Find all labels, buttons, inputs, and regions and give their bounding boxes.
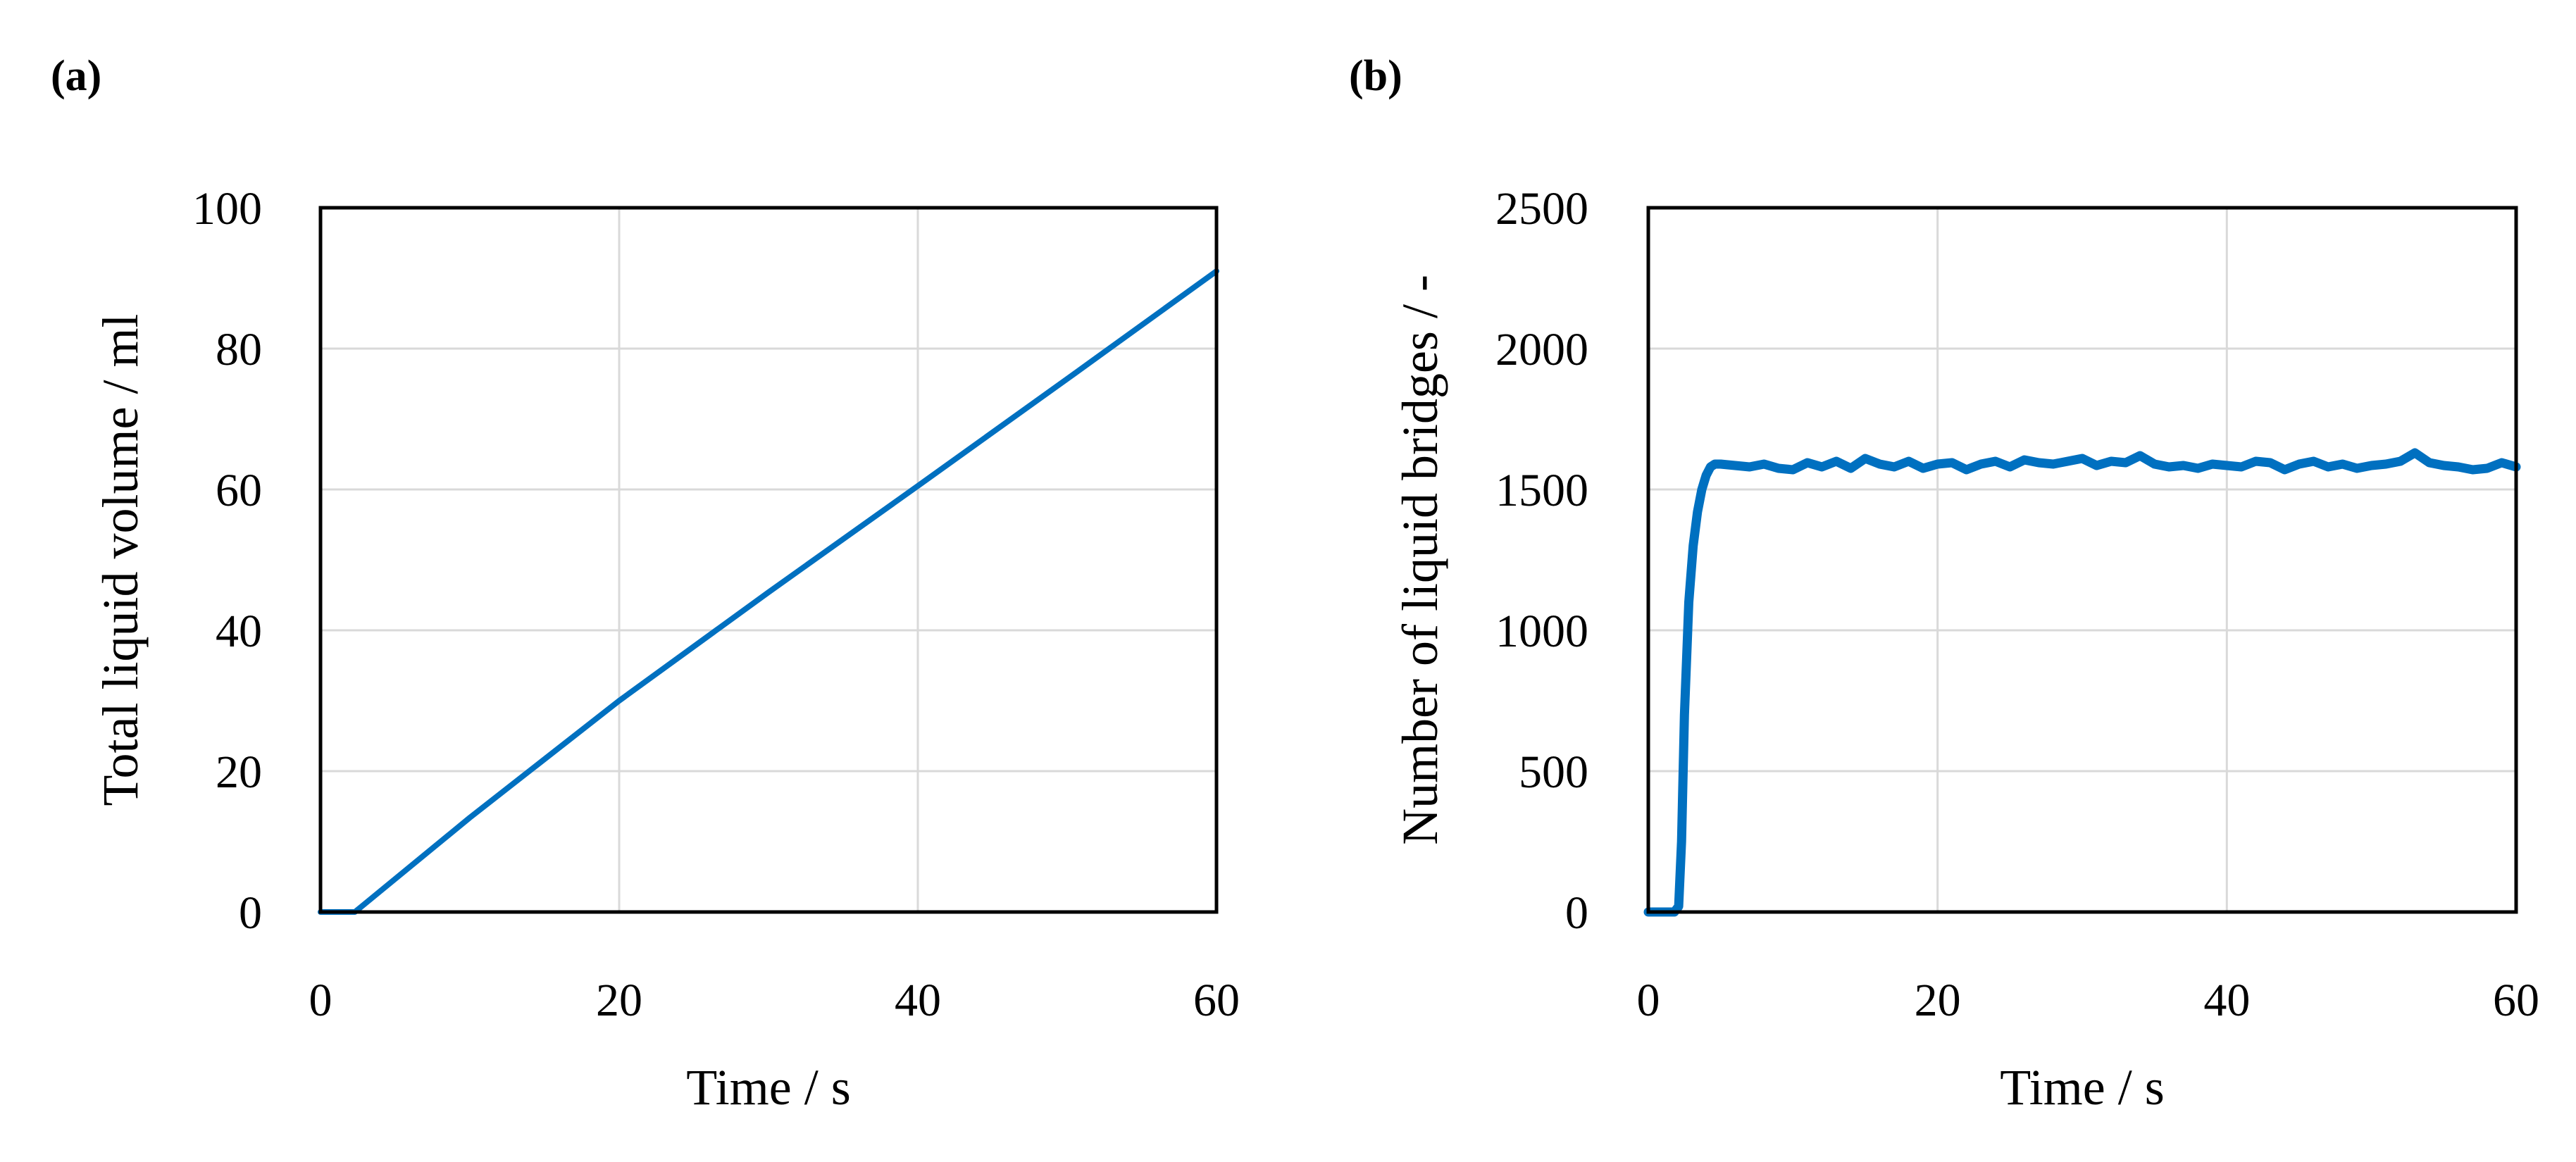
y-tick-label: 500: [1519, 746, 1588, 798]
y-tick-label: 1000: [1495, 606, 1588, 657]
panel-a-x-axis-label: Time / s: [686, 1059, 850, 1116]
panel-b-series-line: [1643, 448, 2521, 917]
y-tick-label: 2000: [1495, 324, 1588, 375]
panel-a-x-tick-labels: 0 20 40 60: [309, 975, 1240, 1026]
panel-b-gridlines: [1647, 206, 2518, 913]
panel-a-gridlines: [319, 206, 1218, 913]
x-tick-label: 40: [2203, 975, 2250, 1026]
panel-b-chart: (b) 0 500 1000 1500 2000 2500 0 20 40 60 Time / …: [1349, 52, 2539, 1116]
y-tick-label: 40: [216, 606, 262, 657]
x-tick-label: 60: [2493, 975, 2539, 1026]
panel-b-y-tick-labels: 0 500 1000 1500 2000 2500: [1495, 183, 1588, 939]
y-tick-label: 80: [216, 324, 262, 375]
panel-b-plot-frame: [1646, 206, 2518, 914]
panel-a-label: (a): [51, 52, 101, 100]
y-tick-label: 100: [192, 183, 262, 235]
x-tick-label: 0: [309, 975, 332, 1026]
panel-b-x-axis-label: Time / s: [2000, 1059, 2164, 1116]
panel-a-series-line: [318, 268, 1219, 915]
x-tick-label: 0: [1637, 975, 1660, 1026]
y-tick-label: 0: [239, 887, 262, 939]
x-tick-label: 20: [596, 975, 642, 1026]
y-tick-label: 2500: [1495, 183, 1588, 235]
panel-a-chart: (a) 0 20 40 60 80 100 0 20 40 60 Time / s Total …: [51, 52, 1240, 1116]
panel-b-y-axis-label: Number of liquid bridges / -: [1392, 275, 1448, 845]
panel-b-label: (b): [1349, 52, 1402, 100]
panel-a-plot-frame: [318, 206, 1219, 914]
y-tick-label: 0: [1565, 887, 1588, 939]
x-tick-label: 60: [1193, 975, 1240, 1026]
panel-a-y-axis-label: Total liquid volume / ml: [92, 314, 149, 806]
x-tick-label: 40: [895, 975, 941, 1026]
y-tick-label: 20: [216, 746, 262, 798]
panel-a-y-tick-labels: 0 20 40 60 80 100: [192, 183, 262, 939]
y-tick-label: 60: [216, 465, 262, 516]
x-tick-label: 20: [1915, 975, 1961, 1026]
y-tick-label: 1500: [1495, 465, 1588, 516]
panel-b-x-tick-labels: 0 20 40 60: [1637, 975, 2540, 1026]
